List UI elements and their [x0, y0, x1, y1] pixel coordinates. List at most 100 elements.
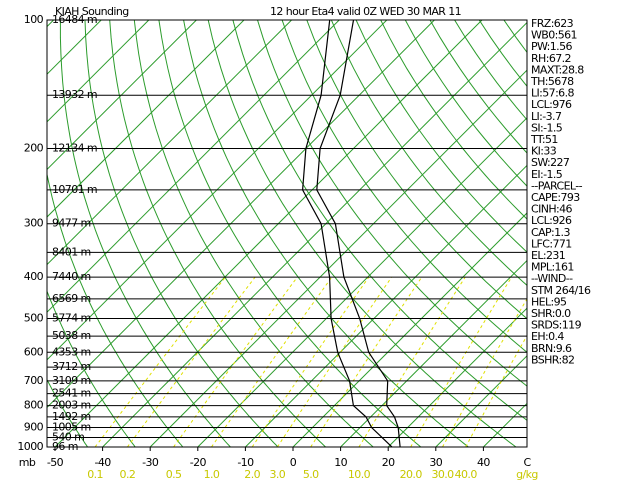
y-tick-label: 1000	[17, 440, 43, 453]
isotherm	[102, 21, 527, 447]
y-tick-label: 800	[24, 399, 44, 412]
y-tick-label: 700	[24, 374, 44, 387]
isotherm	[47, 20, 245, 218]
x-tick-label: 10	[334, 456, 347, 469]
height-label: 13932 m	[52, 88, 97, 101]
mixing-ratio-line	[94, 276, 226, 447]
dry-adiabat	[109, 20, 326, 447]
isotherm	[0, 20, 6, 447]
x-unit: C	[523, 456, 531, 469]
index-label: CAPE:793	[531, 191, 580, 204]
y-tick-label: 200	[24, 142, 44, 155]
height-label: 8401 m	[52, 245, 91, 258]
index-label: CINH:46	[531, 203, 573, 216]
height-label: 1492 m	[52, 410, 91, 423]
height-label: 5038 m	[52, 329, 91, 342]
height-label: 1005 m	[52, 420, 91, 433]
x-tick-label: 20	[382, 456, 395, 469]
mixing-ratio-label: 0.5	[166, 468, 182, 480]
isotherm	[149, 69, 527, 447]
index-label: STM 264/16	[531, 284, 591, 297]
dry-adiabat	[380, 20, 527, 220]
height-label: 10701 m	[52, 183, 97, 196]
index-label: KI:33	[531, 145, 557, 158]
index-label: --WIND--	[531, 272, 573, 285]
dry-adiabat	[330, 20, 527, 286]
mixing-ratio-label: 1.0	[204, 468, 220, 480]
x-tick-label: 40	[477, 456, 490, 469]
y-unit: mb	[19, 456, 36, 469]
index-label: MAXT:28.8	[531, 63, 584, 76]
isotherm	[292, 212, 527, 447]
index-label: SI:-1.5	[531, 121, 563, 134]
index-label: EL:231	[531, 249, 565, 262]
mixing-ratio-unit: g/kg	[516, 468, 538, 480]
index-label: LI:-3.7	[531, 110, 562, 123]
dry-adiabat	[578, 20, 640, 447]
dry-adiabat	[602, 20, 640, 447]
index-label: TH:5678	[530, 75, 574, 88]
mixing-ratio-line	[126, 276, 256, 447]
mixing-ratio-label: 5.0	[303, 468, 319, 480]
height-label: 7440 m	[52, 270, 91, 283]
height-label: 16484 m	[52, 13, 97, 26]
index-label: LFC:771	[531, 237, 572, 250]
y-tick-label: 400	[24, 270, 44, 283]
index-label: LCL:976	[531, 98, 572, 111]
background-lines	[0, 20, 640, 447]
isotherm	[340, 259, 527, 447]
dry-adiabat	[281, 20, 527, 353]
mixing-ratio-label: 10.0	[348, 468, 371, 480]
dry-adiabat	[158, 20, 422, 447]
y-tick-label: 500	[24, 311, 44, 324]
height-label: 5774 m	[52, 311, 91, 324]
isotherm	[47, 20, 340, 313]
height-label: 4353 m	[52, 345, 91, 358]
y-tick-label: 100	[24, 13, 44, 26]
isotherm	[47, 20, 292, 266]
mixing-ratio-label: 2.0	[244, 468, 260, 480]
index-label: EH:0.4	[531, 330, 564, 343]
y-tick-label: 900	[24, 420, 44, 433]
isotherm	[387, 307, 527, 447]
x-tick-label: -40	[95, 456, 112, 469]
index-label: EI:-1.5	[531, 168, 563, 181]
mixing-ratio-label: 40.0	[455, 468, 478, 480]
height-label: 6569 m	[52, 292, 91, 305]
plot-frame	[46, 19, 528, 448]
chart-subtitle: 12 hour Eta4 valid 0Z WED 30 MAR 11	[270, 5, 461, 18]
mixing-ratio-label: 0.2	[120, 468, 136, 480]
mixing-ratio-label: 3.0	[270, 468, 286, 480]
index-label: SHR:0.0	[531, 307, 571, 320]
index-label: SRDS:119	[531, 319, 582, 332]
mixing-ratio-label: 0.1	[87, 468, 103, 480]
isotherm	[245, 164, 527, 447]
index-label: BSHR:82	[531, 353, 574, 366]
dry-adiabat	[232, 20, 527, 421]
index-label: SW:227	[531, 156, 570, 169]
y-tick-label: 300	[24, 217, 44, 230]
index-label: BRN:9.6	[531, 342, 572, 355]
isotherm	[435, 355, 527, 447]
height-label: 3109 m	[52, 374, 91, 387]
mixing-ratio-label: 20.0	[400, 468, 423, 480]
isotherm	[197, 117, 527, 447]
y-tick-label: 600	[24, 345, 44, 358]
x-tick-label: 0	[290, 456, 297, 469]
chart-title: KIAH Sounding	[55, 5, 129, 18]
index-label: LCL:926	[531, 214, 572, 227]
mixing-ratio-line	[442, 298, 527, 447]
isotherm	[47, 20, 150, 123]
mixing-ratio-line	[251, 276, 370, 447]
height-label: 2541 m	[52, 387, 91, 400]
index-label: MPL:161	[531, 261, 574, 274]
index-label: HEL:95	[531, 295, 567, 308]
x-tick-label: -50	[47, 456, 64, 469]
height-label: 3712 m	[52, 360, 91, 373]
index-label: PW:1.56	[531, 40, 572, 53]
x-tick-label: -20	[190, 456, 207, 469]
x-tick-label: 30	[429, 456, 442, 469]
profile-line	[301, 20, 393, 447]
index-label: LI:57:6.8	[531, 87, 574, 100]
